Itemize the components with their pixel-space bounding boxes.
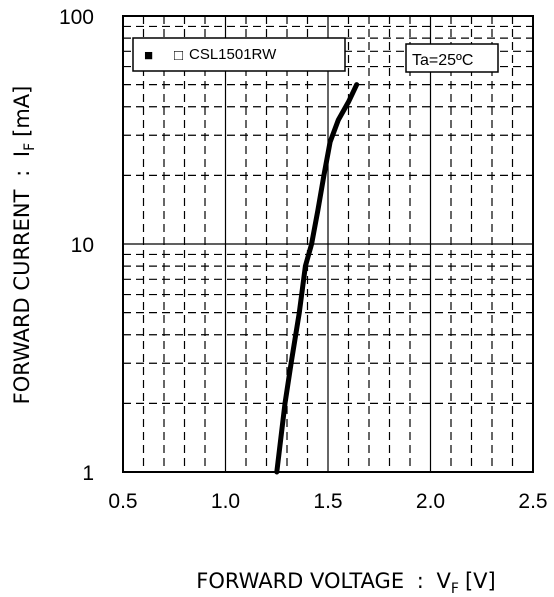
legend-entry-label: CSL1501RW bbox=[189, 46, 277, 63]
major-grid bbox=[123, 16, 533, 472]
y-axis-title: FORWARD CURRENT : IF [mA] bbox=[10, 86, 38, 405]
series-line-csl1501rw bbox=[274, 82, 360, 475]
condition-note-box bbox=[405, 43, 499, 73]
plot-frame bbox=[122, 15, 534, 473]
y-tick-label: 1 bbox=[82, 462, 94, 485]
y-axis-separator: : bbox=[10, 170, 34, 177]
y-axis-symbol: I bbox=[10, 151, 34, 157]
y-axis-subscript: F bbox=[22, 143, 38, 151]
y-tick-label: 100 bbox=[59, 6, 94, 29]
x-tick-label: 2.5 bbox=[518, 490, 547, 513]
x-tick-label: 0.5 bbox=[108, 490, 137, 513]
legend: ■ □ CSL1501RW bbox=[132, 37, 346, 72]
y-axis-title-text: FORWARD CURRENT bbox=[10, 189, 34, 404]
legend-entry-marker: □ bbox=[174, 47, 183, 64]
x-tick-label: 1.0 bbox=[211, 490, 240, 513]
x-axis-unit: [V] bbox=[465, 569, 496, 593]
y-tick-labels: 1 10 100 bbox=[59, 6, 94, 485]
y-axis-unit: [mA] bbox=[10, 86, 34, 137]
x-axis-title-text: FORWARD VOLTAGE bbox=[196, 569, 404, 593]
y-tick-label: 10 bbox=[71, 234, 94, 257]
x-tick-label: 2.0 bbox=[416, 490, 445, 513]
x-axis-symbol: V bbox=[437, 569, 452, 593]
legend-filled-marker: ■ bbox=[144, 47, 153, 64]
legend-box bbox=[132, 37, 346, 72]
x-tick-labels: 0.5 1.0 1.5 2.0 2.5 bbox=[108, 490, 547, 513]
x-axis-separator: : bbox=[417, 569, 424, 593]
x-axis-subscript: F bbox=[451, 581, 459, 597]
x-axis-title: FORWARD VOLTAGE : VF [V] bbox=[196, 569, 496, 597]
x-tick-label: 1.5 bbox=[313, 490, 342, 513]
condition-note: Ta=25ºC bbox=[405, 43, 499, 73]
condition-note-text: Ta=25ºC bbox=[412, 52, 473, 69]
